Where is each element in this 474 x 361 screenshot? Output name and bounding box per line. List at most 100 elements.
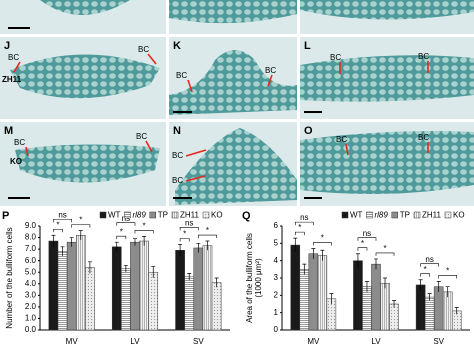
legend-label: WT	[350, 211, 363, 220]
panel-label: L	[304, 40, 311, 52]
y-tick-label: 4.0	[25, 279, 37, 288]
bar	[433, 286, 444, 331]
error-bar	[51, 234, 56, 247]
bar	[424, 296, 435, 331]
sig-bracket	[357, 247, 368, 251]
sig-bracket	[71, 224, 91, 228]
error-bar	[114, 241, 119, 252]
error-bar	[355, 253, 360, 268]
sig-label: *	[56, 220, 59, 229]
error-bar	[123, 264, 128, 273]
error-bar	[214, 277, 219, 288]
bar	[308, 253, 319, 331]
y-tick-label: 6.0	[25, 256, 37, 265]
legend-label: KO	[211, 211, 223, 220]
sig-label: *	[361, 239, 364, 248]
y-tick-label: 0.0	[25, 325, 37, 334]
bar	[353, 260, 363, 331]
bc-label: BC	[172, 151, 183, 160]
panel-label: M	[4, 125, 13, 137]
error-bar	[205, 240, 210, 251]
bar	[299, 269, 310, 331]
legend-swatch	[341, 211, 349, 219]
legend-swatch	[149, 211, 157, 219]
sig-bracket	[313, 242, 332, 246]
sig-bracket	[375, 252, 395, 256]
error-bar	[151, 266, 156, 278]
micrographs	[0, 0, 474, 206]
x-tick-label: MV	[66, 337, 79, 346]
bar	[130, 241, 140, 331]
legend-swatch	[366, 211, 373, 219]
panel-label: K	[173, 40, 181, 52]
legend-swatch	[391, 211, 399, 219]
legend-label: TP	[400, 211, 410, 220]
sig-label: ns	[185, 218, 193, 227]
panel-label: O	[304, 125, 313, 137]
error-bar	[69, 237, 74, 247]
bar	[66, 241, 77, 331]
bc-label: BC	[176, 71, 187, 80]
bar	[57, 251, 68, 331]
bc-label: BC	[336, 135, 347, 144]
sig-label: *	[446, 267, 449, 276]
y-tick-label: 2.0	[25, 302, 37, 311]
sig-label: *	[143, 222, 146, 231]
bar	[121, 268, 131, 331]
panel-label: N	[173, 125, 181, 137]
error-bar	[364, 281, 369, 292]
legend-label: TP	[158, 211, 168, 220]
legend-label: rl89	[374, 211, 388, 220]
error-bar	[374, 258, 378, 270]
legend-swatch	[124, 211, 131, 219]
bar	[415, 284, 426, 331]
sig-label: *	[298, 223, 301, 232]
bar	[111, 246, 122, 331]
bar	[75, 234, 86, 331]
sig-bracket	[420, 273, 430, 277]
panel-label: P	[2, 210, 9, 222]
bar	[362, 286, 372, 331]
y-tick-label: 0	[274, 325, 279, 334]
sig-bracket	[420, 263, 439, 267]
y-tick-label: 3	[274, 273, 279, 282]
y-tick-label: 1	[274, 308, 279, 317]
bc-label: BC	[330, 53, 341, 62]
y-tick-label: 2	[274, 290, 279, 299]
error-bar	[329, 293, 334, 304]
bar	[193, 247, 204, 331]
sig-bracket	[53, 218, 72, 223]
y-tick-label: 5.0	[25, 267, 37, 276]
legend-swatch	[171, 211, 179, 219]
bar	[48, 240, 59, 331]
panel-label: J	[4, 40, 10, 52]
x-tick-label: MV	[307, 337, 320, 346]
sig-bracket	[294, 221, 314, 226]
sig-label: ns	[363, 229, 371, 238]
sig-label: *	[206, 226, 209, 235]
error-bar	[196, 242, 201, 253]
error-bar	[320, 249, 325, 261]
y-tick-label: 8.0	[25, 233, 37, 242]
legend-label: ZH11	[180, 211, 200, 220]
bar	[317, 255, 328, 331]
y-tick-label: 7.0	[25, 244, 37, 253]
error-bar	[60, 246, 65, 257]
bar	[184, 276, 195, 331]
x-tick-label: LV	[371, 337, 381, 346]
sig-label: *	[321, 234, 324, 243]
error-bar	[436, 281, 441, 292]
legend-label: rl89	[132, 211, 146, 220]
sig-bracket	[116, 222, 136, 226]
bar	[211, 282, 222, 331]
y-axis-unit: (1000 μm²)	[254, 258, 263, 298]
error-bar	[445, 286, 450, 298]
error-bar	[311, 248, 316, 259]
error-bar	[133, 238, 137, 246]
bc-label: BC	[418, 133, 429, 142]
sig-label: ns	[58, 210, 66, 219]
sig-bracket	[438, 275, 458, 279]
bar	[290, 244, 301, 331]
sig-bracket	[179, 227, 199, 231]
